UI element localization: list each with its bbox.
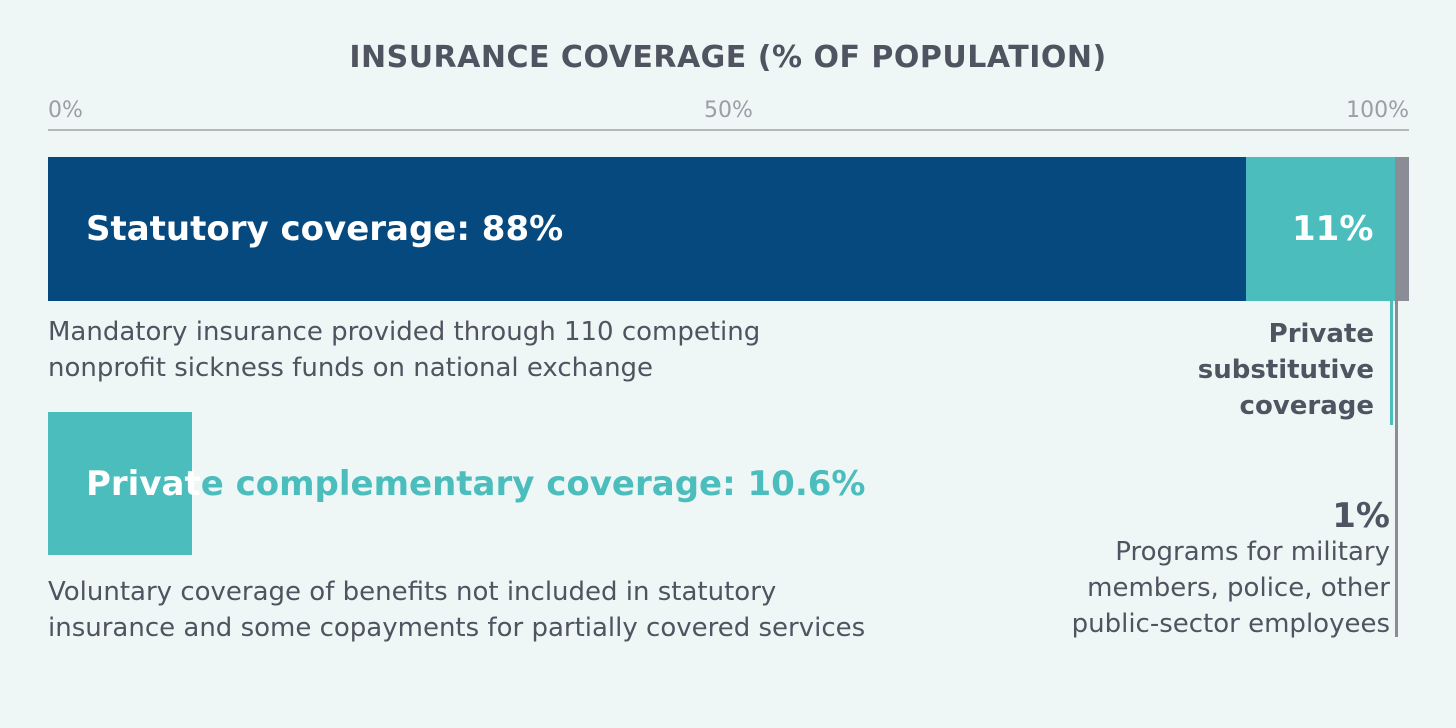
complementary-description: Voluntary coverage of benefits not inclu…: [48, 574, 865, 646]
public-sector-value-label: 1%: [1332, 496, 1390, 536]
complementary-label-part-1: Privat: [86, 464, 201, 504]
tick-label-0: 0%: [48, 98, 83, 123]
bar-statutory: [48, 157, 1246, 301]
bar-label-substitutive: 11%: [1292, 209, 1374, 249]
bar-label-complementary: Private complementary coverage: 10.6%: [86, 464, 865, 504]
tick-label-50: 50%: [704, 98, 753, 123]
public-sector-caption-line: public-sector employees: [1071, 609, 1390, 639]
complementary-description-line: insurance and some copayments for partia…: [48, 613, 866, 643]
substitutive-caption-line: substitutive: [1197, 355, 1374, 385]
statutory-description: Mandatory insurance provided through 110…: [48, 314, 760, 386]
substitutive-caption: Private substitutive coverage: [1198, 316, 1374, 424]
chart-title: INSURANCE COVERAGE (% OF POPULATION): [349, 40, 1107, 75]
leader-line-substitutive: [1390, 301, 1394, 425]
bar-private-complementary: [48, 412, 193, 555]
complementary-description-line: Voluntary coverage of benefits not inclu…: [48, 577, 777, 607]
bar-private-substitutive: [1245, 157, 1396, 301]
tick-label-100: 100%: [1346, 98, 1409, 123]
bar-public-sector: [1395, 157, 1409, 301]
statutory-description-line: nonprofit sickness funds on national exc…: [48, 353, 654, 383]
substitutive-caption-line: coverage: [1239, 391, 1374, 421]
public-sector-caption: Programs for military members, police, o…: [1072, 534, 1390, 642]
substitutive-caption-line: Private: [1268, 319, 1374, 349]
public-sector-caption-line: Programs for military: [1115, 537, 1390, 567]
axis-line: [48, 129, 1409, 131]
statutory-description-line: Mandatory insurance provided through 110…: [48, 317, 761, 347]
public-sector-caption-line: members, police, other: [1087, 573, 1390, 603]
leader-line-public-sector: [1395, 301, 1399, 637]
bar-label-statutory: Statutory coverage: 88%: [86, 209, 564, 249]
complementary-label-part-2: e complementary coverage: 10.6%: [200, 464, 866, 504]
